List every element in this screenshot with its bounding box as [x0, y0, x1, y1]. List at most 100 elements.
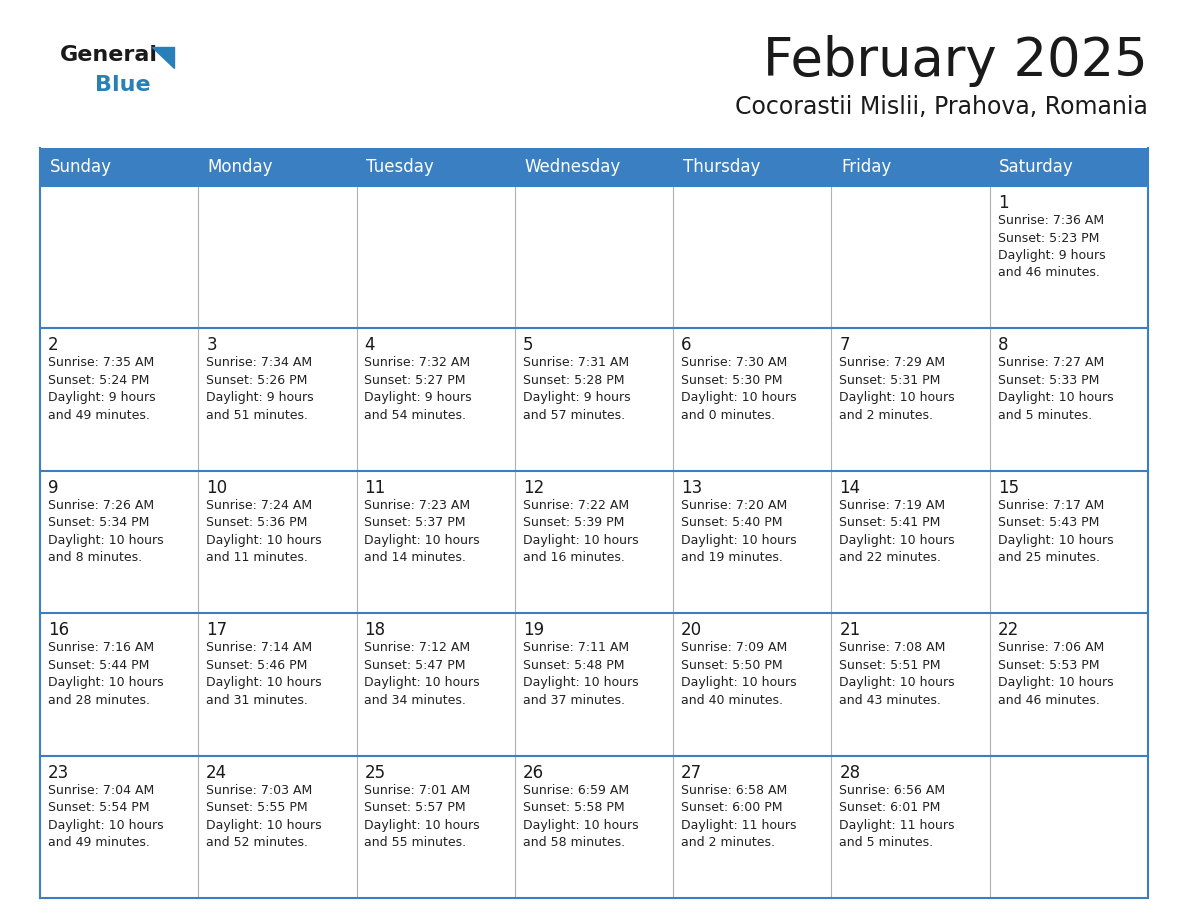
Text: 1: 1 — [998, 194, 1009, 212]
Text: Sunrise: 7:31 AM
Sunset: 5:28 PM
Daylight: 9 hours
and 57 minutes.: Sunrise: 7:31 AM Sunset: 5:28 PM Dayligh… — [523, 356, 631, 422]
Text: Cocorastii Mislii, Prahova, Romania: Cocorastii Mislii, Prahova, Romania — [735, 95, 1148, 119]
Text: 9: 9 — [48, 479, 58, 497]
Bar — [356, 329, 514, 471]
Text: Sunrise: 7:34 AM
Sunset: 5:26 PM
Daylight: 9 hours
and 51 minutes.: Sunrise: 7:34 AM Sunset: 5:26 PM Dayligh… — [207, 356, 314, 422]
Text: 21: 21 — [840, 621, 860, 639]
Bar — [40, 148, 198, 186]
Text: Sunday: Sunday — [50, 158, 112, 176]
Text: 14: 14 — [840, 479, 860, 497]
Bar — [40, 471, 198, 613]
Text: Sunrise: 6:58 AM
Sunset: 6:00 PM
Daylight: 11 hours
and 2 minutes.: Sunrise: 6:58 AM Sunset: 6:00 PM Dayligh… — [681, 784, 797, 849]
Text: Blue: Blue — [95, 75, 151, 95]
Text: Sunrise: 7:24 AM
Sunset: 5:36 PM
Daylight: 10 hours
and 11 minutes.: Sunrise: 7:24 AM Sunset: 5:36 PM Dayligh… — [207, 498, 322, 565]
Bar — [40, 613, 198, 756]
Text: Tuesday: Tuesday — [366, 158, 434, 176]
Text: 10: 10 — [207, 479, 227, 497]
Text: 18: 18 — [365, 621, 386, 639]
Bar — [832, 148, 990, 186]
Bar — [514, 329, 674, 471]
Text: Sunrise: 7:35 AM
Sunset: 5:24 PM
Daylight: 9 hours
and 49 minutes.: Sunrise: 7:35 AM Sunset: 5:24 PM Dayligh… — [48, 356, 156, 422]
Text: 5: 5 — [523, 336, 533, 354]
Bar — [198, 756, 356, 898]
Text: Sunrise: 7:03 AM
Sunset: 5:55 PM
Daylight: 10 hours
and 52 minutes.: Sunrise: 7:03 AM Sunset: 5:55 PM Dayligh… — [207, 784, 322, 849]
Bar — [198, 148, 356, 186]
Text: 6: 6 — [681, 336, 691, 354]
Bar — [990, 756, 1148, 898]
Text: Sunrise: 7:26 AM
Sunset: 5:34 PM
Daylight: 10 hours
and 8 minutes.: Sunrise: 7:26 AM Sunset: 5:34 PM Dayligh… — [48, 498, 164, 565]
Text: 17: 17 — [207, 621, 227, 639]
Text: 11: 11 — [365, 479, 386, 497]
Bar — [990, 613, 1148, 756]
Text: Wednesday: Wednesday — [524, 158, 620, 176]
Text: 16: 16 — [48, 621, 69, 639]
Text: Sunrise: 7:01 AM
Sunset: 5:57 PM
Daylight: 10 hours
and 55 minutes.: Sunrise: 7:01 AM Sunset: 5:57 PM Dayligh… — [365, 784, 480, 849]
Text: Saturday: Saturday — [999, 158, 1074, 176]
Text: 13: 13 — [681, 479, 702, 497]
Bar — [198, 186, 356, 329]
Text: 8: 8 — [998, 336, 1009, 354]
Bar — [40, 186, 198, 329]
Text: 22: 22 — [998, 621, 1019, 639]
Text: 12: 12 — [523, 479, 544, 497]
Text: 15: 15 — [998, 479, 1019, 497]
Bar — [832, 471, 990, 613]
Bar — [40, 756, 198, 898]
Bar — [198, 329, 356, 471]
Text: 25: 25 — [365, 764, 386, 781]
Text: Sunrise: 6:59 AM
Sunset: 5:58 PM
Daylight: 10 hours
and 58 minutes.: Sunrise: 6:59 AM Sunset: 5:58 PM Dayligh… — [523, 784, 638, 849]
Bar — [356, 471, 514, 613]
Text: Sunrise: 7:20 AM
Sunset: 5:40 PM
Daylight: 10 hours
and 19 minutes.: Sunrise: 7:20 AM Sunset: 5:40 PM Dayligh… — [681, 498, 797, 565]
Bar — [356, 148, 514, 186]
Bar — [832, 329, 990, 471]
Text: Sunrise: 6:56 AM
Sunset: 6:01 PM
Daylight: 11 hours
and 5 minutes.: Sunrise: 6:56 AM Sunset: 6:01 PM Dayligh… — [840, 784, 955, 849]
Bar — [674, 756, 832, 898]
Bar — [514, 756, 674, 898]
Text: Sunrise: 7:36 AM
Sunset: 5:23 PM
Daylight: 9 hours
and 46 minutes.: Sunrise: 7:36 AM Sunset: 5:23 PM Dayligh… — [998, 214, 1105, 279]
Bar — [514, 471, 674, 613]
Text: Thursday: Thursday — [683, 158, 760, 176]
Bar — [198, 471, 356, 613]
Text: Sunrise: 7:08 AM
Sunset: 5:51 PM
Daylight: 10 hours
and 43 minutes.: Sunrise: 7:08 AM Sunset: 5:51 PM Dayligh… — [840, 641, 955, 707]
Bar — [514, 148, 674, 186]
Bar — [990, 329, 1148, 471]
Bar — [990, 471, 1148, 613]
Bar — [990, 148, 1148, 186]
Text: Sunrise: 7:14 AM
Sunset: 5:46 PM
Daylight: 10 hours
and 31 minutes.: Sunrise: 7:14 AM Sunset: 5:46 PM Dayligh… — [207, 641, 322, 707]
Text: Sunrise: 7:06 AM
Sunset: 5:53 PM
Daylight: 10 hours
and 46 minutes.: Sunrise: 7:06 AM Sunset: 5:53 PM Dayligh… — [998, 641, 1113, 707]
Text: 27: 27 — [681, 764, 702, 781]
Text: Sunrise: 7:04 AM
Sunset: 5:54 PM
Daylight: 10 hours
and 49 minutes.: Sunrise: 7:04 AM Sunset: 5:54 PM Dayligh… — [48, 784, 164, 849]
Text: 2: 2 — [48, 336, 58, 354]
Text: Sunrise: 7:16 AM
Sunset: 5:44 PM
Daylight: 10 hours
and 28 minutes.: Sunrise: 7:16 AM Sunset: 5:44 PM Dayligh… — [48, 641, 164, 707]
Text: Sunrise: 7:27 AM
Sunset: 5:33 PM
Daylight: 10 hours
and 5 minutes.: Sunrise: 7:27 AM Sunset: 5:33 PM Dayligh… — [998, 356, 1113, 422]
Bar — [990, 186, 1148, 329]
Bar — [356, 756, 514, 898]
Text: Sunrise: 7:32 AM
Sunset: 5:27 PM
Daylight: 9 hours
and 54 minutes.: Sunrise: 7:32 AM Sunset: 5:27 PM Dayligh… — [365, 356, 472, 422]
Bar — [674, 148, 832, 186]
Text: February 2025: February 2025 — [763, 35, 1148, 87]
Text: 4: 4 — [365, 336, 375, 354]
Text: Sunrise: 7:11 AM
Sunset: 5:48 PM
Daylight: 10 hours
and 37 minutes.: Sunrise: 7:11 AM Sunset: 5:48 PM Dayligh… — [523, 641, 638, 707]
Bar — [832, 756, 990, 898]
Text: 3: 3 — [207, 336, 217, 354]
Bar — [832, 186, 990, 329]
Bar — [40, 329, 198, 471]
Text: 28: 28 — [840, 764, 860, 781]
Text: 7: 7 — [840, 336, 849, 354]
Bar — [356, 613, 514, 756]
Text: Sunrise: 7:12 AM
Sunset: 5:47 PM
Daylight: 10 hours
and 34 minutes.: Sunrise: 7:12 AM Sunset: 5:47 PM Dayligh… — [365, 641, 480, 707]
Text: 23: 23 — [48, 764, 69, 781]
Text: General: General — [61, 45, 158, 65]
Bar — [674, 186, 832, 329]
Text: 19: 19 — [523, 621, 544, 639]
Bar — [674, 329, 832, 471]
Bar — [514, 186, 674, 329]
Text: 24: 24 — [207, 764, 227, 781]
Text: Sunrise: 7:17 AM
Sunset: 5:43 PM
Daylight: 10 hours
and 25 minutes.: Sunrise: 7:17 AM Sunset: 5:43 PM Dayligh… — [998, 498, 1113, 565]
Text: 20: 20 — [681, 621, 702, 639]
Polygon shape — [152, 47, 173, 68]
Text: Friday: Friday — [841, 158, 891, 176]
Bar — [514, 613, 674, 756]
Text: Sunrise: 7:22 AM
Sunset: 5:39 PM
Daylight: 10 hours
and 16 minutes.: Sunrise: 7:22 AM Sunset: 5:39 PM Dayligh… — [523, 498, 638, 565]
Bar — [674, 471, 832, 613]
Bar — [356, 186, 514, 329]
